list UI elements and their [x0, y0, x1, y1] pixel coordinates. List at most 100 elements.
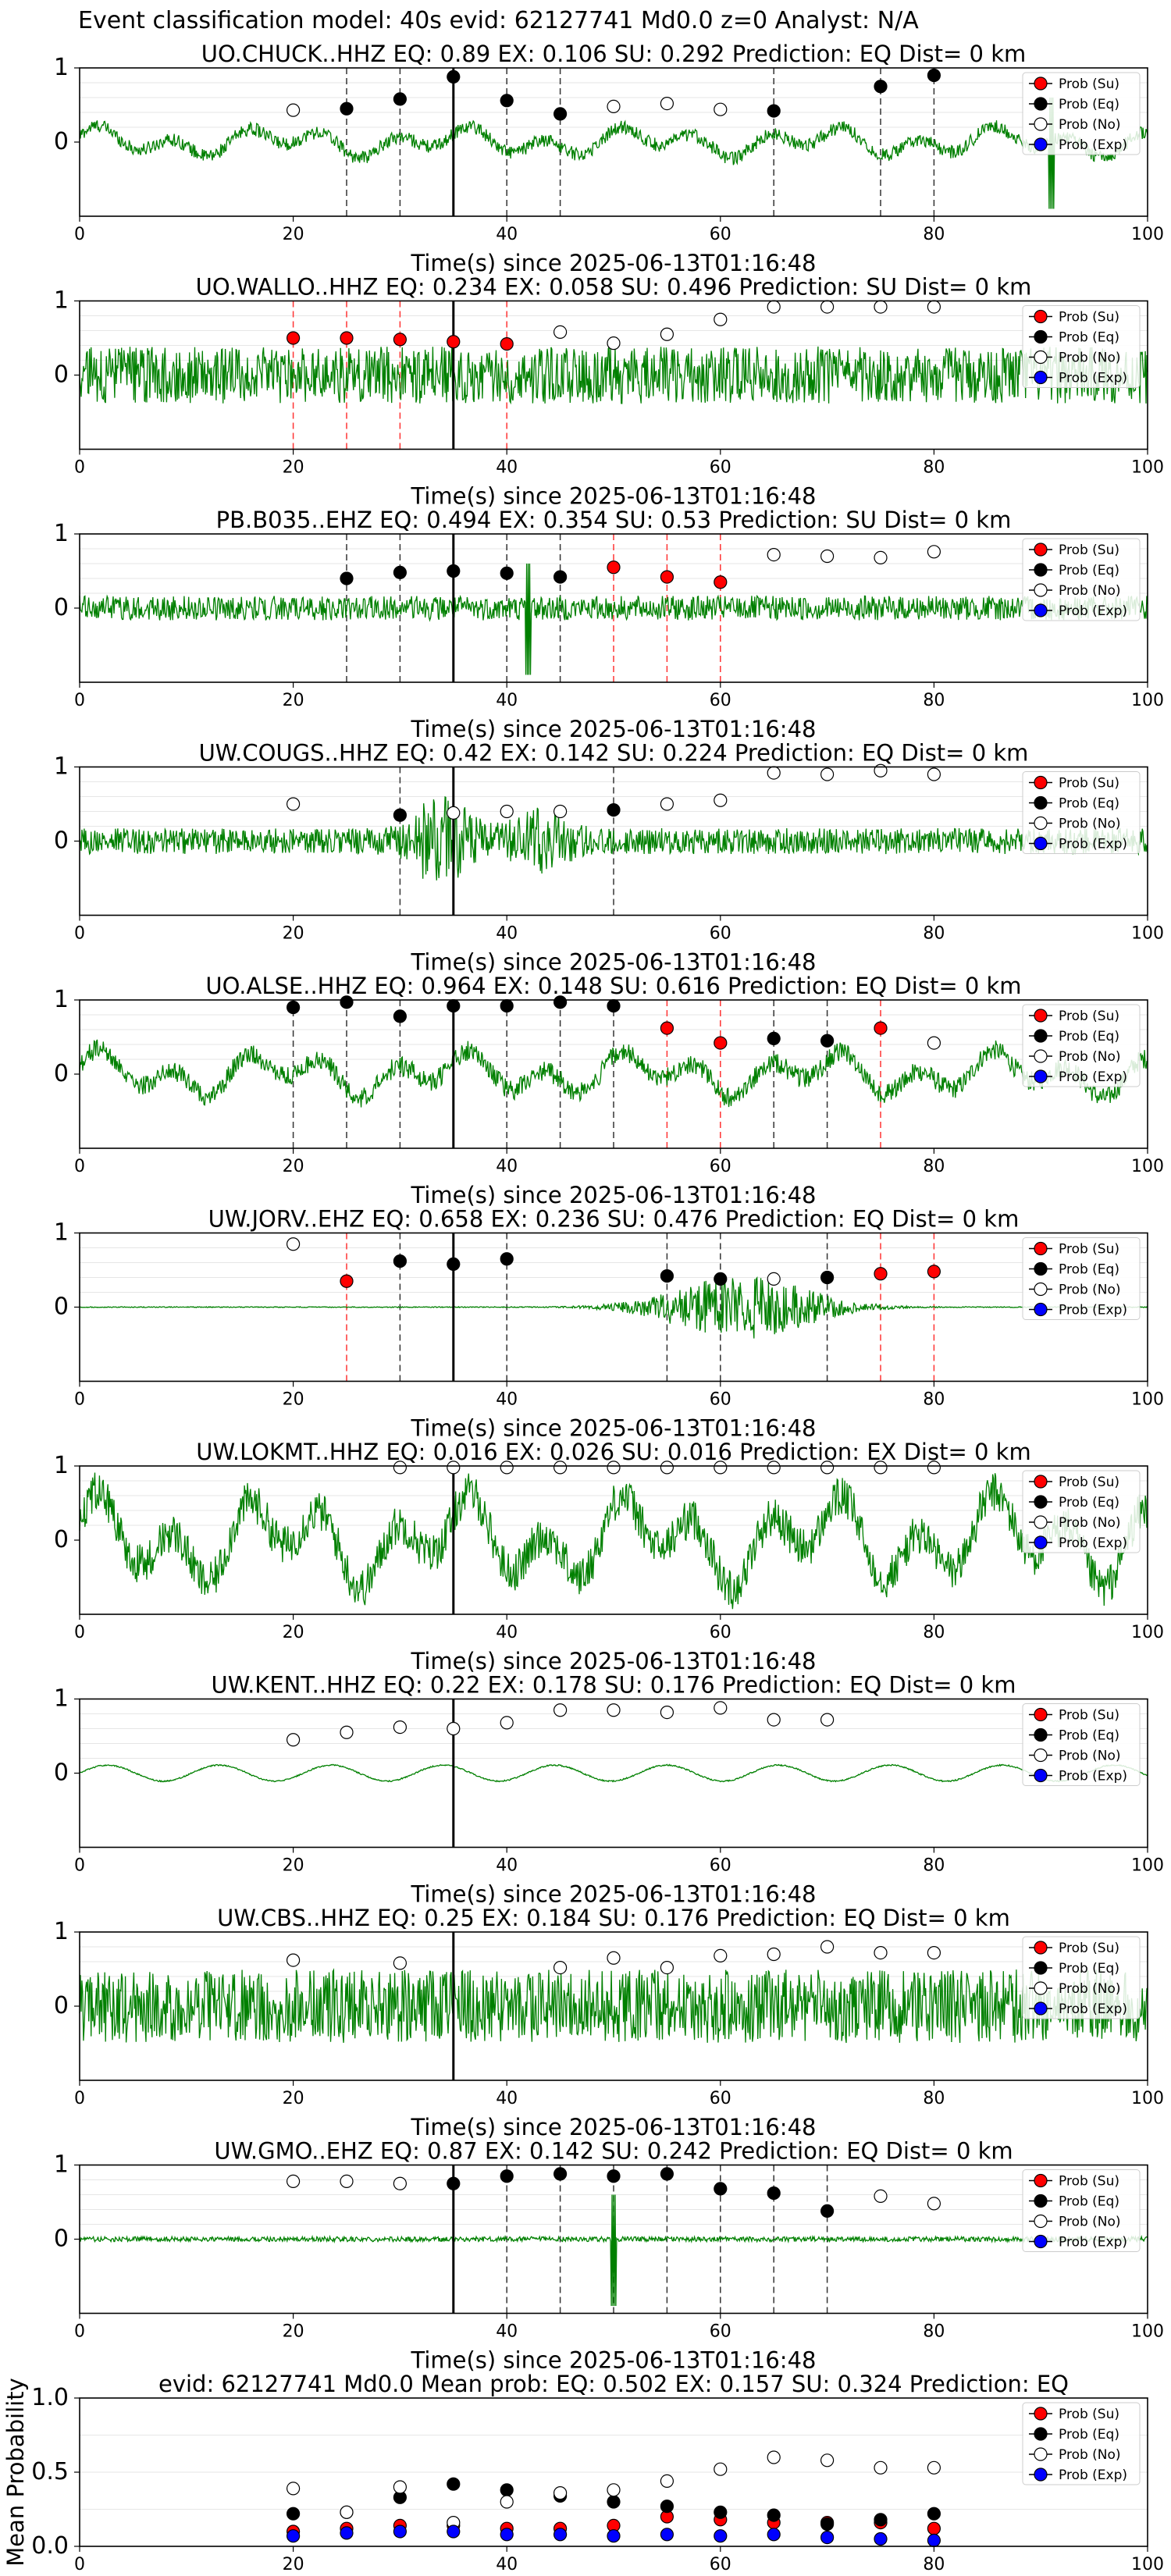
- prob-point-su: [607, 560, 621, 575]
- prob-point-no: [607, 1461, 621, 1475]
- x-tick-label: 60: [710, 2322, 731, 2342]
- x-tick-label: 60: [710, 458, 731, 478]
- x-tick-label: 100: [1131, 2322, 1164, 2342]
- prob-point-eq: [660, 1268, 674, 1283]
- prob-point-eq: [767, 104, 781, 118]
- prob-point-su: [340, 331, 354, 345]
- legend-marker-exp: [1034, 1069, 1048, 1083]
- legend-label-no: Prob (No): [1059, 1749, 1121, 1764]
- legend-label-exp: Prob (Exp): [1059, 137, 1127, 153]
- waveform-trace: [79, 2194, 1148, 2307]
- panel-title: UW.KENT..HHZ EQ: 0.22 EX: 0.178 SU: 0.17…: [212, 1672, 1016, 1699]
- legend-box: [1022, 2402, 1141, 2485]
- legend-marker-su: [1034, 1009, 1048, 1023]
- mean-point-no: [820, 2453, 835, 2467]
- prob-point-eq: [820, 2204, 835, 2218]
- prob-point-su: [660, 570, 674, 584]
- panel-mean-probability: evid: 62127741 Md0.0 Mean prob: EQ: 0.50…: [2, 2371, 1164, 2574]
- legend-marker-eq: [1034, 97, 1048, 111]
- legend-marker-eq: [1034, 2194, 1048, 2208]
- y-tick-label: 1.0: [31, 2384, 69, 2411]
- x-tick-label: 80: [923, 2089, 945, 2108]
- x-tick-label: 20: [283, 2555, 304, 2574]
- prob-point-no: [927, 2197, 941, 2211]
- prob-point-su: [447, 335, 461, 349]
- prob-point-no: [767, 1713, 781, 1727]
- prob-point-eq: [927, 68, 941, 83]
- y-tick-label: 1: [54, 1918, 69, 1945]
- x-axis-label: Time(s) since 2025-06-13T01:16:48: [411, 483, 817, 510]
- legend-marker-exp: [1034, 603, 1048, 617]
- x-tick-label: 80: [923, 2322, 945, 2342]
- panel-UW.LOKMT..HHZ: UW.LOKMT..HHZ EQ: 0.016 EX: 0.026 SU: 0.…: [54, 1439, 1164, 1674]
- y-tick-label: 0: [54, 1060, 69, 1087]
- y-tick-label: 0.0: [31, 2532, 69, 2560]
- x-tick-label: 0: [74, 924, 85, 944]
- panels: UO.CHUCK..HHZ EQ: 0.89 EX: 0.106 SU: 0.2…: [2, 41, 1164, 2574]
- prob-point-no: [553, 325, 568, 339]
- prob-point-no: [714, 102, 728, 116]
- prob-point-no: [287, 2174, 301, 2188]
- mean-point-exp: [767, 2528, 781, 2542]
- legend-label-su: Prob (Su): [1059, 1009, 1119, 1024]
- mean-point-eq: [874, 2513, 888, 2527]
- legend-marker-no: [1034, 1282, 1048, 1297]
- y-tick-label: 1: [54, 1219, 69, 1247]
- prob-point-eq: [553, 2167, 568, 2181]
- prob-point-no: [393, 2176, 408, 2190]
- x-tick-label: 100: [1131, 691, 1164, 710]
- prob-point-no: [874, 763, 888, 777]
- prob-point-no: [820, 1940, 835, 1954]
- x-tick-label: 60: [710, 225, 731, 244]
- x-tick-label: 40: [496, 2322, 518, 2342]
- prob-point-no: [874, 1461, 888, 1475]
- legend-box: [1022, 538, 1141, 621]
- legend-label-eq: Prob (Eq): [1059, 796, 1119, 812]
- x-tick-label: 0: [74, 1390, 85, 1410]
- prob-point-no: [607, 99, 621, 113]
- legend-marker-su: [1034, 775, 1048, 790]
- legend-box: [1022, 1004, 1141, 1087]
- x-tick-label: 100: [1131, 1623, 1164, 1642]
- y-tick-label: 0: [54, 1293, 69, 1321]
- prob-point-no: [393, 1956, 408, 1970]
- prob-point-eq: [340, 995, 354, 1009]
- waveform-trace: [79, 1968, 1148, 2044]
- prob-point-eq: [393, 565, 408, 580]
- prob-point-eq: [553, 570, 568, 584]
- legend-label-no: Prob (No): [1059, 2447, 1121, 2463]
- prob-point-no: [607, 336, 621, 350]
- prob-point-eq: [500, 94, 514, 108]
- legend-marker-no: [1034, 1748, 1048, 1763]
- y-tick-label: 1: [54, 54, 69, 81]
- legend-marker-su: [1034, 76, 1048, 91]
- prob-point-eq: [714, 1272, 728, 1286]
- prob-point-eq: [447, 1257, 461, 1272]
- legend-label-su: Prob (Su): [1059, 2407, 1119, 2422]
- prob-point-su: [340, 1274, 354, 1288]
- prob-point-su: [874, 1021, 888, 1035]
- x-axis-label: Time(s) since 2025-06-13T01:16:48: [411, 1182, 817, 1208]
- prob-point-no: [927, 767, 941, 781]
- mean-point-no: [340, 2505, 354, 2519]
- mean-point-exp: [447, 2524, 461, 2539]
- legend-label-exp: Prob (Exp): [1059, 1303, 1127, 1318]
- prob-point-no: [607, 1951, 621, 1965]
- prob-point-eq: [447, 2176, 461, 2190]
- x-tick-label: 0: [74, 2322, 85, 2342]
- x-tick-label: 80: [923, 1856, 945, 1876]
- legend-box: [1022, 1703, 1141, 1786]
- x-axis-label: Time(s) since 2025-06-13T01:16:48: [411, 716, 817, 742]
- prob-point-eq: [607, 998, 621, 1013]
- mean-point-eq: [927, 2507, 941, 2521]
- panel-UW.KENT..HHZ: UW.KENT..HHZ EQ: 0.22 EX: 0.178 SU: 0.17…: [54, 1672, 1164, 1908]
- prob-point-eq: [767, 2186, 781, 2201]
- x-tick-label: 60: [710, 1390, 731, 1410]
- y-tick-label: 1: [54, 1452, 69, 1479]
- legend-label-no: Prob (No): [1059, 2215, 1121, 2230]
- x-tick-label: 80: [923, 1390, 945, 1410]
- mean-point-exp: [340, 2526, 354, 2540]
- legend-marker-su: [1034, 1707, 1048, 1722]
- legend-marker-eq: [1034, 1495, 1048, 1509]
